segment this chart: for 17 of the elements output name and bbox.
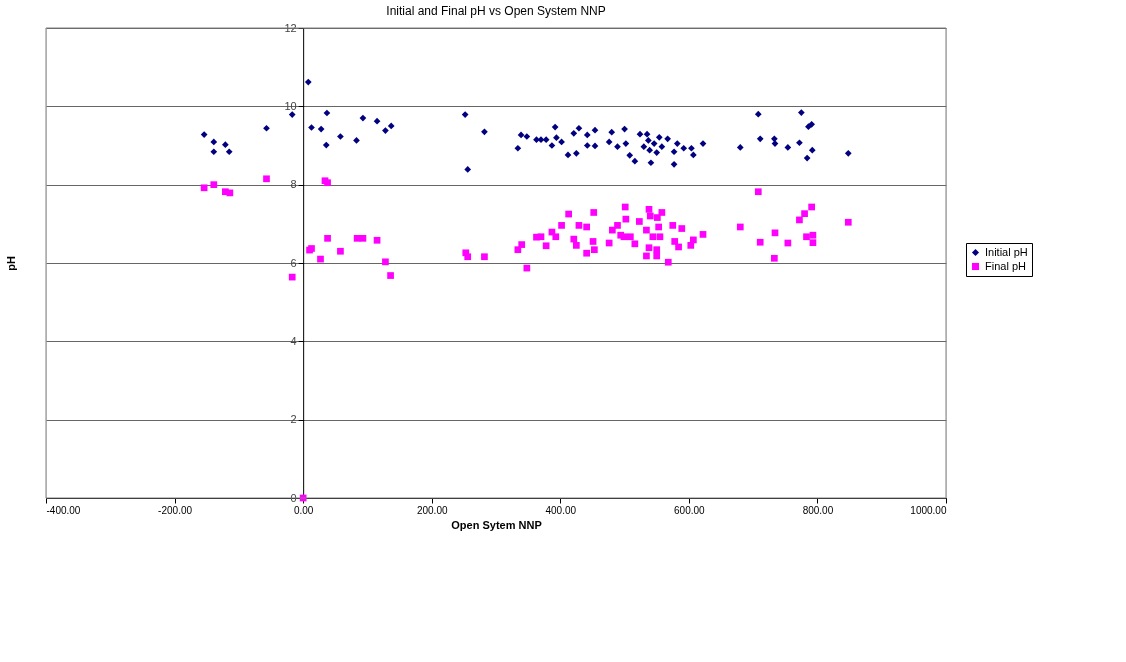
legend-label: Initial pH xyxy=(985,245,1028,258)
y-tick-label: 6 xyxy=(290,256,297,269)
legend-label: Final pH xyxy=(985,259,1027,272)
y-axis-title: pH xyxy=(4,256,17,271)
y-tick-label: 8 xyxy=(290,178,297,191)
x-tick-label: 400.00 xyxy=(545,504,577,516)
x-tick-label: 600.00 xyxy=(674,504,706,516)
x-tick-label: 800.00 xyxy=(802,504,834,516)
x-tick-label: 1000.00 xyxy=(910,504,947,516)
x-tick-label: 200.00 xyxy=(416,504,448,516)
chart-title: Initial and Final pH vs Open System NNP xyxy=(386,4,606,18)
y-tick-label: 0 xyxy=(290,491,297,504)
y-tick-label: 2 xyxy=(290,413,297,426)
x-tick-label: -200.00 xyxy=(158,504,193,516)
x-tick-label: 0.00 xyxy=(293,504,314,516)
x-tick-label: -400.00 xyxy=(46,504,81,516)
x-axis-title: Open Sytem NNP xyxy=(451,518,542,531)
